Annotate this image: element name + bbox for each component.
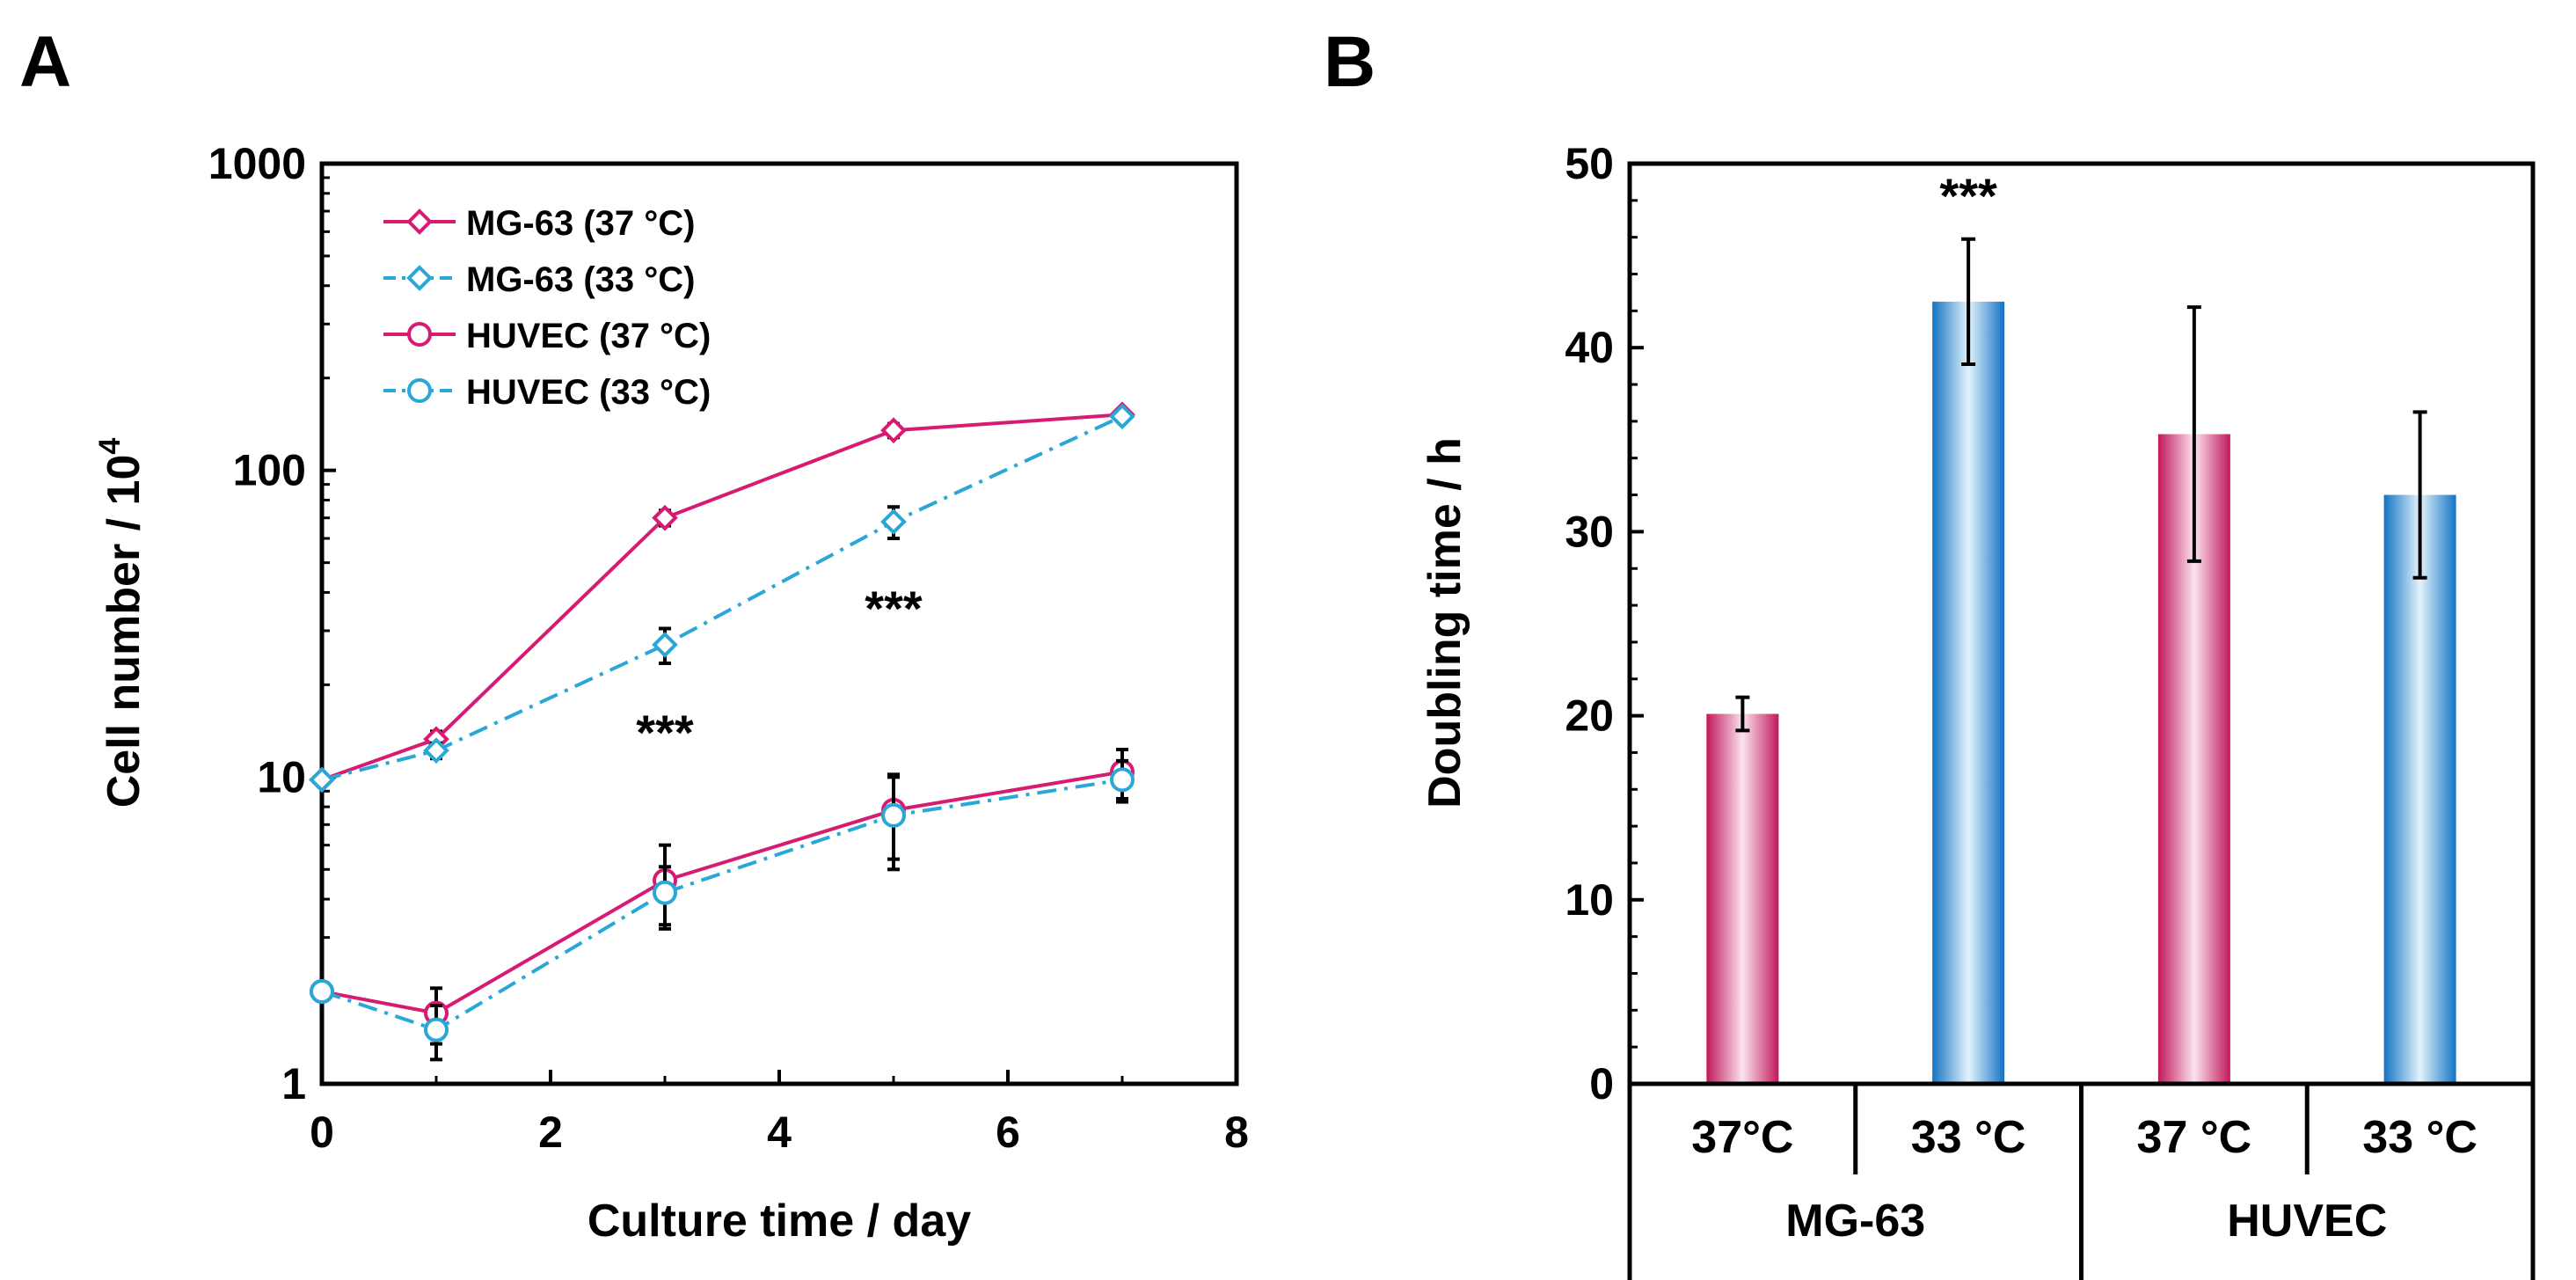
- chart-b: 0 10 20 30 40 50 *** 37°C 33 °C 37 °C 33 °C MG-63…: [1419, 139, 2536, 1280]
- y-tick-label: 100: [233, 446, 306, 495]
- legend-item: MG-63 (33 °C): [383, 260, 696, 299]
- series-line: [321, 778, 1123, 1032]
- y-tick-label: 1: [281, 1059, 306, 1108]
- significance-marker: ***: [865, 581, 923, 636]
- data-point: [652, 504, 678, 531]
- series-mg-63-37-c: [309, 401, 1135, 794]
- category-label: 37 °C: [2137, 1112, 2252, 1163]
- data-point: [880, 417, 907, 444]
- chart-a-legend: MG-63 (37 °C) MG-63 (33 °C) HUVEC (37 °C) H…: [383, 204, 711, 412]
- chart-b-annotations: ***: [1939, 168, 1997, 223]
- x-tick-label: 4: [767, 1108, 792, 1157]
- chart-a-y-axis-title-sup: 4: [93, 438, 127, 455]
- data-point: [880, 508, 907, 535]
- legend-label: MG-63 (33 °C): [466, 260, 696, 299]
- group-label: MG-63: [1785, 1196, 1925, 1247]
- series-line: [321, 414, 1123, 782]
- legend-marker: [407, 322, 432, 347]
- series-huvec-33-c: [310, 758, 1135, 1062]
- x-tick-label: 0: [310, 1108, 334, 1157]
- category-label: 33 °C: [2362, 1112, 2477, 1163]
- legend-marker: [406, 208, 433, 235]
- series-huvec-37-c: [310, 747, 1135, 1046]
- bar-group: [2157, 305, 2230, 1084]
- bar-group: [1932, 237, 2005, 1084]
- y-tick-label: 20: [1565, 691, 1614, 741]
- legend-label: HUVEC (33 °C): [466, 373, 711, 412]
- chart-a-y-axis-title-main: Cell number / 10: [99, 455, 150, 808]
- chart-b-y-axis-title: Doubling time / h: [1419, 437, 1470, 808]
- y-tick-label: 40: [1565, 323, 1614, 372]
- chart-a-y-axis-title: Cell number / 104: [93, 438, 150, 808]
- series-line: [321, 770, 1123, 1015]
- bar: [1706, 713, 1779, 1084]
- category-label: 37°C: [1691, 1112, 1793, 1163]
- chart-a-x-axis-title: Culture time / day: [587, 1196, 971, 1247]
- category-label: 33 °C: [1911, 1112, 2026, 1163]
- panel-b-label: B: [1324, 22, 1376, 102]
- chart-b-category-axis: 37°C 33 °C 37 °C 33 °C MG-63 HUVEC: [1627, 1084, 2536, 1280]
- data-point: [310, 979, 334, 1005]
- series-mg-63-33-c: [309, 403, 1135, 794]
- legend-item: MG-63 (37 °C): [383, 204, 696, 243]
- y-tick-label: 50: [1565, 139, 1614, 188]
- chart-a-x-axis: 0 2 4 6 8: [310, 1070, 1249, 1157]
- y-tick-label: 0: [1589, 1059, 1614, 1108]
- chart-b-bars: [1706, 237, 2456, 1084]
- y-tick-label: 1000: [208, 139, 306, 188]
- data-point: [424, 1017, 449, 1042]
- y-tick-label: 30: [1565, 507, 1614, 556]
- significance-marker: ***: [636, 705, 694, 760]
- bar: [1932, 301, 2005, 1084]
- chart-a-annotations: *** ***: [636, 581, 923, 760]
- legend-item: HUVEC (33 °C): [383, 373, 711, 412]
- legend-marker: [406, 265, 433, 291]
- series-line: [321, 413, 1123, 782]
- data-point: [881, 802, 906, 828]
- significance-marker: ***: [1939, 168, 1997, 223]
- chart-b-y-axis: 0 10 20 30 40 50: [1565, 139, 1644, 1108]
- legend-marker: [407, 378, 432, 403]
- group-label: HUVEC: [2227, 1196, 2387, 1247]
- bar: [2383, 494, 2456, 1084]
- y-tick-label: 10: [257, 752, 306, 801]
- x-tick-label: 8: [1224, 1108, 1249, 1157]
- chart-a-y-axis: 1 10 100 1000: [208, 139, 336, 1108]
- x-tick-label: 6: [996, 1108, 1020, 1157]
- data-point: [1110, 767, 1135, 793]
- data-point: [309, 766, 335, 794]
- x-tick-label: 2: [538, 1108, 563, 1157]
- data-point: [423, 737, 449, 764]
- data-point: [1109, 403, 1135, 430]
- y-tick-label: 10: [1565, 875, 1614, 925]
- legend-item: HUVEC (37 °C): [383, 317, 711, 355]
- chart-a-plot-frame: [319, 161, 1239, 1086]
- legend-label: HUVEC (37 °C): [466, 317, 711, 355]
- chart-a-series: [309, 401, 1135, 1062]
- data-point: [653, 880, 677, 905]
- panel-a-label: A: [19, 22, 71, 102]
- bar-group: [1706, 695, 1779, 1084]
- legend-label: MG-63 (37 °C): [466, 204, 696, 243]
- bar-group: [2383, 410, 2456, 1084]
- data-point: [652, 632, 678, 658]
